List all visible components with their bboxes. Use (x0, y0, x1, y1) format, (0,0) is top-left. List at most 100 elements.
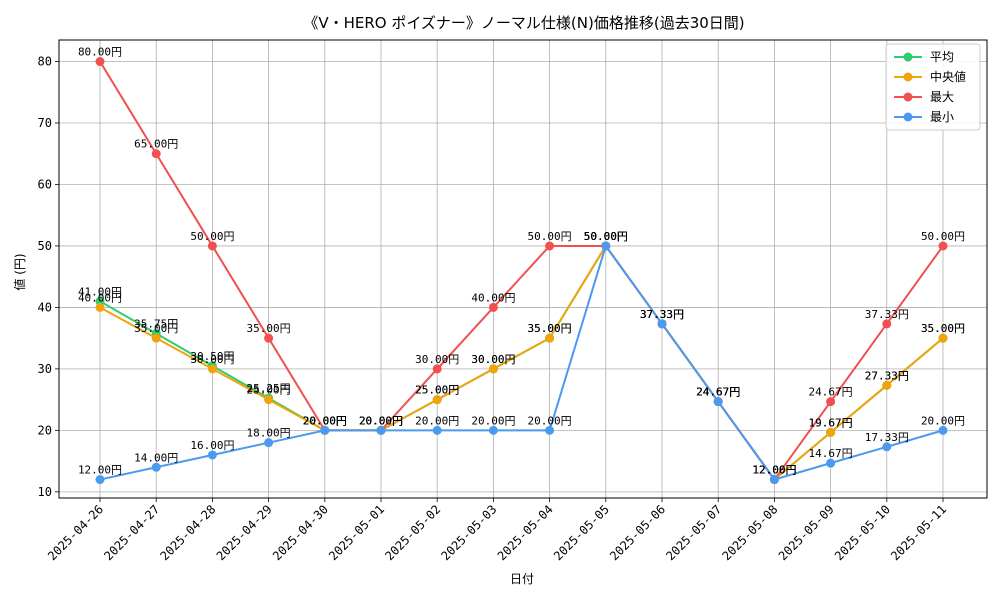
x-tick-label: 2025-05-09 (776, 502, 837, 563)
data-label: 35.75円 (134, 318, 178, 331)
y-tick-label: 30 (38, 362, 52, 376)
y-tick-label: 80 (38, 55, 52, 69)
data-label: 20.00円 (303, 414, 347, 427)
data-label: 30.00円 (471, 353, 515, 366)
data-point (882, 380, 892, 390)
y-tick-label: 40 (38, 300, 52, 314)
data-label: 24.67円 (696, 386, 740, 399)
data-point (95, 296, 105, 306)
data-label: 20.00円 (359, 414, 403, 427)
data-label: 19.67円 (809, 416, 853, 429)
data-label: 37.33円 (865, 308, 909, 321)
data-label: 35.00円 (247, 322, 291, 335)
data-label: 25.25円 (247, 382, 291, 395)
data-point (882, 319, 892, 329)
chart-title: 《V・HERO ポイズナー》ノーマル仕様(N)価格推移(過去30日間) (303, 14, 744, 32)
data-label: 50.00円 (584, 230, 628, 243)
series-line (99, 243, 944, 481)
series-line (99, 244, 944, 482)
x-tick-label: 2025-04-29 (214, 502, 275, 563)
data-label: 20.00円 (359, 414, 403, 427)
data-label: 40.00円 (78, 291, 122, 304)
data-point (432, 425, 442, 435)
data-label: 19.67円 (809, 416, 853, 429)
legend-label: 最小 (930, 110, 954, 124)
x-tick-label: 2025-05-05 (551, 502, 612, 563)
series-lines (95, 57, 948, 485)
data-point (488, 425, 498, 435)
data-point (207, 450, 217, 460)
y-axis-label: 値 (円) (12, 253, 27, 290)
x-tick-label: 2025-05-07 (663, 502, 724, 563)
data-point (713, 397, 723, 407)
data-label: 12.00円 (752, 464, 796, 477)
data-label: 24.67円 (696, 386, 740, 399)
x-tick-label: 2025-05-06 (607, 502, 668, 563)
data-point (95, 57, 105, 67)
data-point (826, 397, 836, 407)
data-label: 20.00円 (471, 414, 515, 427)
x-tick-label: 2025-05-08 (720, 502, 781, 563)
data-point (601, 241, 611, 251)
y-tick-label: 10 (38, 485, 52, 499)
data-label: 17.33円 (865, 431, 909, 444)
data-label: 35.00円 (528, 322, 572, 335)
data-label: 24.67円 (809, 386, 853, 399)
data-label: 20.00円 (921, 414, 965, 427)
x-tick-label: 2025-05-02 (382, 502, 443, 563)
data-label: 37.33円 (640, 308, 684, 321)
data-point (264, 438, 274, 448)
data-label: 20.00円 (303, 414, 347, 427)
legend-swatch-marker (903, 92, 913, 102)
data-label: 20.00円 (359, 414, 403, 427)
data-label: 50.00円 (584, 230, 628, 243)
data-labels: 41.00円 35.75円 30.50円 25.25円 20.00円 20.00円 25.0… (78, 46, 965, 477)
data-label: 30.50円 (190, 350, 234, 363)
data-label: 35.00円 (528, 322, 572, 335)
data-label: 35.00円 (134, 322, 178, 335)
data-label: 25.00円 (247, 384, 291, 397)
data-label: 30.00円 (415, 353, 459, 366)
data-point (95, 302, 105, 312)
data-point (432, 364, 442, 374)
data-label: 35.00円 (921, 322, 965, 335)
x-tick-label: 2025-05-04 (495, 502, 556, 563)
data-point (769, 475, 779, 485)
data-label: 50.00円 (528, 230, 572, 243)
x-tick-label: 2025-04-26 (45, 502, 106, 563)
data-label: 20.00円 (303, 414, 347, 427)
data-point (151, 462, 161, 472)
x-tick-label: 2025-04-30 (270, 502, 331, 563)
data-point (151, 149, 161, 159)
data-point (545, 333, 555, 343)
x-tick-label: 2025-05-03 (439, 502, 500, 563)
data-point (938, 425, 948, 435)
x-axis-label: 日付 (510, 572, 534, 586)
data-label: 37.33円 (640, 308, 684, 321)
data-point (207, 241, 217, 251)
data-label: 25.00円 (415, 384, 459, 397)
data-label: 65.00円 (134, 138, 178, 151)
data-label: 50.00円 (584, 230, 628, 243)
data-label: 12.00円 (78, 464, 122, 477)
legend-label: 最大 (930, 90, 954, 104)
data-label: 20.00円 (303, 414, 347, 427)
series-line (99, 60, 944, 482)
data-label: 16.00円 (190, 439, 234, 452)
data-label: 25.00円 (415, 384, 459, 397)
plot-frame (58, 39, 988, 499)
data-point (826, 458, 836, 468)
data-label: 12.00円 (752, 464, 796, 477)
legend-label: 平均 (930, 50, 954, 64)
data-label: 50.00円 (921, 230, 965, 243)
data-label: 12.00円 (752, 464, 796, 477)
data-label: 50.00円 (190, 230, 234, 243)
legend-label: 中央値 (930, 69, 966, 84)
data-point (938, 241, 948, 251)
legend-swatch-marker (903, 72, 913, 82)
legend-swatch-marker (903, 112, 913, 122)
data-point (376, 425, 386, 435)
data-label: 24.67円 (696, 386, 740, 399)
